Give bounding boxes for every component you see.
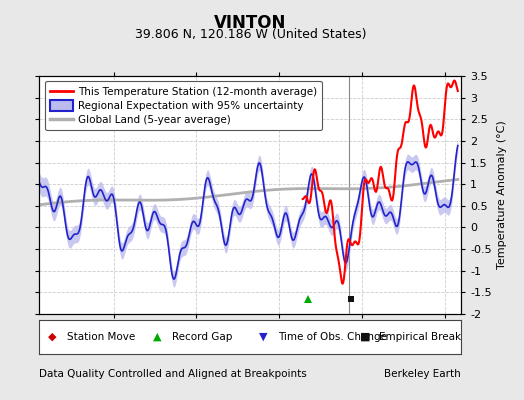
Text: 39.806 N, 120.186 W (United States): 39.806 N, 120.186 W (United States): [135, 28, 366, 41]
Text: Berkeley Earth: Berkeley Earth: [385, 369, 461, 379]
Text: ■: ■: [360, 332, 370, 342]
Text: Time of Obs. Change: Time of Obs. Change: [278, 332, 387, 342]
Text: VINTON: VINTON: [214, 14, 287, 32]
Text: Data Quality Controlled and Aligned at Breakpoints: Data Quality Controlled and Aligned at B…: [39, 369, 307, 379]
Text: ▼: ▼: [259, 332, 267, 342]
Text: Empirical Break: Empirical Break: [379, 332, 461, 342]
Legend: This Temperature Station (12-month average), Regional Expectation with 95% uncer: This Temperature Station (12-month avera…: [45, 81, 322, 130]
Text: Record Gap: Record Gap: [172, 332, 233, 342]
Text: Station Move: Station Move: [67, 332, 135, 342]
Y-axis label: Temperature Anomaly (°C): Temperature Anomaly (°C): [497, 121, 507, 269]
Text: ◆: ◆: [48, 332, 56, 342]
Text: ▲: ▲: [153, 332, 162, 342]
